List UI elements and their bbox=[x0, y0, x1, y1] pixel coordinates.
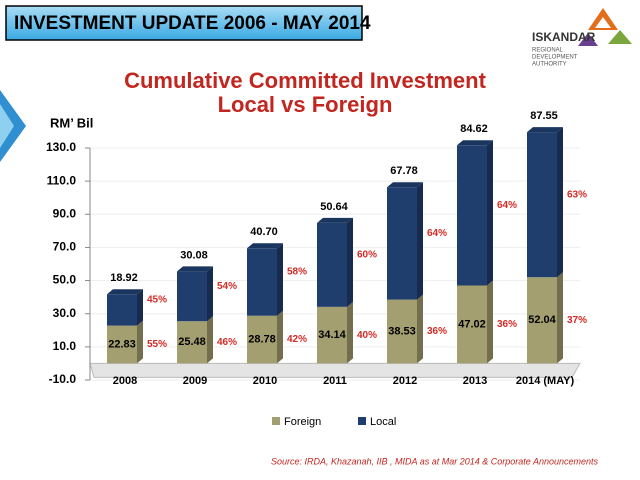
bar-side bbox=[487, 280, 493, 364]
bar bbox=[387, 187, 417, 300]
legend-swatch bbox=[358, 417, 366, 425]
bar-top bbox=[527, 127, 563, 133]
chart-subtitle: Local vs Foreign bbox=[218, 92, 393, 117]
value-label: 40.70 bbox=[250, 226, 278, 238]
source-note: Source: IRDA, Khazanah, IIB , MIDA as at… bbox=[271, 456, 598, 466]
bar bbox=[107, 294, 137, 326]
logo-line: REGIONAL bbox=[532, 48, 564, 54]
value-label: 47.02 bbox=[458, 318, 486, 330]
logo-name: ISKANDAR bbox=[532, 30, 596, 44]
value-label: 38.53 bbox=[388, 325, 416, 337]
bar-side bbox=[557, 127, 563, 278]
share-label: 55% bbox=[147, 339, 167, 350]
share-label: 64% bbox=[427, 228, 447, 239]
y-axis-label: RM’ Bil bbox=[50, 115, 93, 130]
y-tick-label: 10.0 bbox=[53, 339, 77, 353]
bar-side bbox=[137, 320, 143, 364]
bar bbox=[317, 222, 347, 307]
bar bbox=[177, 271, 207, 322]
logo-mark bbox=[578, 33, 598, 46]
bar bbox=[247, 248, 277, 316]
value-label: 18.92 bbox=[110, 272, 138, 284]
logo-line: DEVELOPMENT bbox=[532, 55, 578, 61]
y-tick-label: 70.0 bbox=[53, 240, 77, 254]
legend-label: Foreign bbox=[284, 416, 321, 428]
header-title: INVESTMENT UPDATE 2006 - MAY 2014 bbox=[14, 13, 371, 34]
x-tick-label: 2011 bbox=[323, 375, 347, 387]
x-tick-label: 2012 bbox=[393, 375, 417, 387]
value-label: 34.14 bbox=[318, 329, 346, 341]
bar bbox=[317, 306, 347, 364]
share-label: 36% bbox=[427, 326, 447, 337]
value-label: 28.78 bbox=[248, 333, 276, 345]
share-label: 54% bbox=[217, 281, 237, 292]
bar bbox=[527, 277, 557, 364]
share-label: 36% bbox=[497, 319, 517, 330]
bar bbox=[457, 285, 487, 364]
logo-mark bbox=[595, 17, 611, 28]
y-tick-label: 130.0 bbox=[46, 140, 76, 154]
header-box bbox=[5, 5, 363, 41]
legend-label: Local bbox=[370, 416, 396, 428]
bar bbox=[247, 315, 277, 364]
bar-side bbox=[417, 294, 423, 364]
y-tick-label: 50.0 bbox=[53, 273, 77, 287]
share-label: 37% bbox=[567, 315, 587, 326]
x-tick-label: 2014 (MAY) bbox=[516, 375, 575, 387]
value-label: 22.83 bbox=[108, 338, 136, 350]
bar-side bbox=[347, 301, 353, 364]
y-tick-label: 110.0 bbox=[47, 173, 77, 187]
share-label: 58% bbox=[287, 267, 307, 278]
logo: ISKANDAR REGIONAL DEVELOPMENT AUTHORITY bbox=[532, 8, 632, 68]
share-label: 42% bbox=[287, 334, 307, 345]
value-label: 84.62 bbox=[460, 123, 488, 135]
bar-side bbox=[137, 289, 143, 326]
share-label: 63% bbox=[567, 189, 587, 200]
bar bbox=[527, 132, 557, 278]
chart-title: Cumulative Committed Investment bbox=[124, 68, 487, 93]
value-label: 87.55 bbox=[530, 110, 558, 122]
x-tick-label: 2010 bbox=[253, 375, 277, 387]
bar-top bbox=[317, 217, 353, 223]
y-tick-label: -10.0 bbox=[49, 372, 77, 386]
logo-mark bbox=[608, 30, 632, 44]
bar-top bbox=[177, 266, 213, 272]
decoration bbox=[0, 104, 14, 148]
bar-top bbox=[387, 182, 423, 188]
bar-top bbox=[247, 243, 283, 249]
share-label: 60% bbox=[357, 250, 377, 261]
value-label: 52.04 bbox=[528, 314, 556, 326]
y-tick-label: 90.0 bbox=[53, 206, 77, 220]
bar bbox=[107, 325, 137, 364]
bar-side bbox=[347, 217, 353, 307]
bar-top bbox=[107, 289, 143, 295]
value-label: 67.78 bbox=[390, 165, 418, 177]
bar-side bbox=[207, 266, 213, 322]
bar-top bbox=[457, 140, 493, 146]
logo-line: AUTHORITY bbox=[532, 62, 567, 68]
legend-swatch bbox=[272, 417, 280, 425]
bar bbox=[387, 299, 417, 364]
bar-side bbox=[417, 182, 423, 300]
bar-side bbox=[487, 140, 493, 286]
share-label: 40% bbox=[357, 330, 377, 341]
bar-side bbox=[207, 316, 213, 364]
x-tick-label: 2013 bbox=[463, 375, 487, 387]
bar-side bbox=[277, 243, 283, 316]
share-label: 64% bbox=[497, 200, 517, 211]
share-label: 46% bbox=[217, 337, 237, 348]
x-tick-label: 2009 bbox=[183, 375, 207, 387]
y-tick-label: 30.0 bbox=[53, 306, 77, 320]
value-label: 50.64 bbox=[320, 201, 348, 213]
bar-side bbox=[277, 310, 283, 364]
bar bbox=[457, 145, 487, 286]
x-tick-label: 2008 bbox=[113, 375, 137, 387]
value-label: 25.48 bbox=[178, 336, 206, 348]
value-label: 30.08 bbox=[180, 249, 208, 261]
bar-side bbox=[557, 272, 563, 364]
share-label: 45% bbox=[147, 295, 167, 306]
bar bbox=[177, 321, 207, 364]
